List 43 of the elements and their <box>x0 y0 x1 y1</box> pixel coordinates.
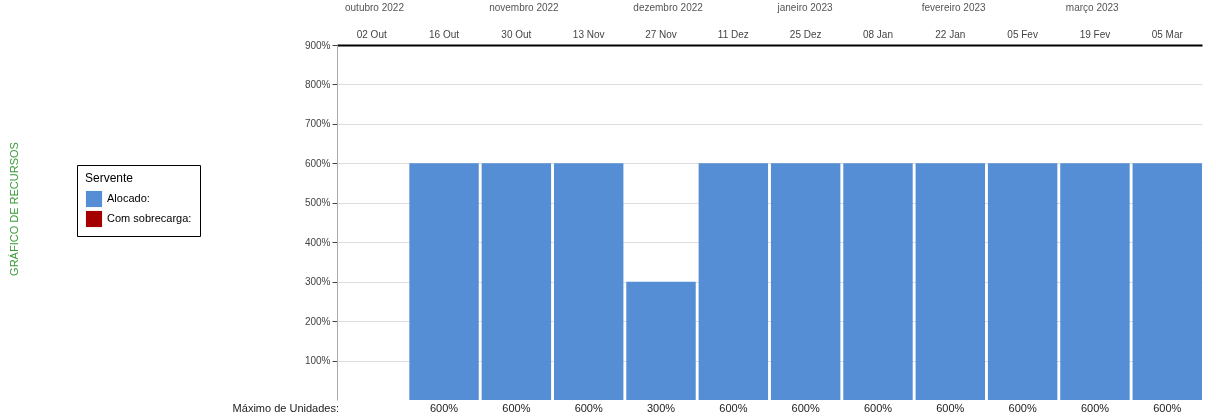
text: janeiro 2023 <box>777 2 833 13</box>
x-tick-label: 16 Out <box>429 28 460 40</box>
y-tick-label: 500% <box>304 197 331 209</box>
y-tick-label: 900% <box>304 39 331 51</box>
y-tick-label: 200% <box>304 315 331 327</box>
data-label: 600% <box>1080 402 1110 414</box>
data-label: 600% <box>429 402 459 414</box>
legend-label: Alocado: <box>107 192 150 204</box>
x-tick-label: 08 Jan <box>862 28 893 40</box>
x-tick-label: 05 Mar <box>1151 28 1184 40</box>
data-label: 600% <box>791 402 820 414</box>
text: fevereiro 2023 <box>921 2 986 13</box>
data-label: 600% <box>502 402 531 414</box>
y-tick-label: 700% <box>304 118 331 130</box>
x-tick-label: 30 Out <box>501 28 532 40</box>
text: março 2023 <box>1065 2 1119 13</box>
x-tick-label: 02 Out <box>356 28 387 40</box>
data-label: 300% <box>646 402 676 414</box>
data-label: 600% <box>574 402 603 414</box>
text: dezembro 2022 <box>633 2 703 13</box>
data-label: 600% <box>1153 402 1182 414</box>
x-tick-label: 19 Fev <box>1079 28 1111 40</box>
text: GRÁFICO DE RECURSOS <box>8 142 21 276</box>
x-tick-label: 11 Dez <box>717 28 749 40</box>
x-tick-label: 05 Fev <box>1007 28 1038 40</box>
y-tick-label: 800% <box>304 78 331 90</box>
y-tick-label: 600% <box>304 157 331 169</box>
x-tick-label: 27 Nov <box>645 28 677 40</box>
y-tick-label: 100% <box>304 355 331 367</box>
data-label: 600% <box>863 402 893 414</box>
y-tick-label: 400% <box>304 236 331 248</box>
data-label: 600% <box>1008 402 1037 414</box>
x-tick-label: 13 Nov <box>572 28 605 40</box>
text: outubro 2022 <box>345 2 404 13</box>
x-tick-label: 25 Dez <box>789 28 822 40</box>
y-tick-label: 300% <box>304 276 331 288</box>
legend-title: Servente <box>85 171 134 185</box>
text: novembro 2022 <box>489 2 559 13</box>
x-tick-label: 22 Jan <box>935 28 966 40</box>
legend-label: Com sobrecarga: <box>107 212 192 224</box>
data-label: 600% <box>719 402 748 414</box>
text: Máximo de Unidades: <box>232 402 339 414</box>
data-label: 600% <box>936 402 965 414</box>
